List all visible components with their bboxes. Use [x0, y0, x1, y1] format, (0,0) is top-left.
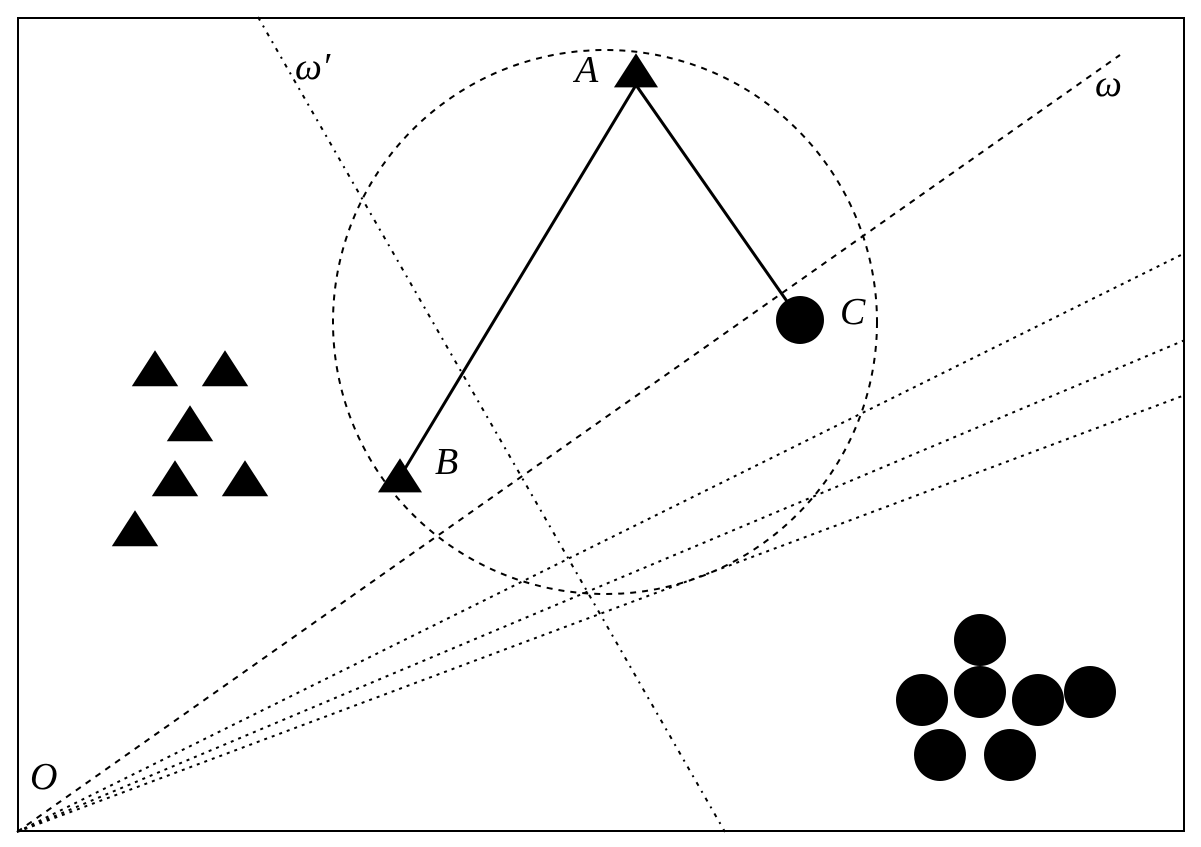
line-omega-prime	[258, 17, 725, 832]
label-B: B	[435, 440, 458, 484]
line-AC	[636, 85, 800, 320]
label-A: A	[575, 48, 598, 92]
label-O: O	[30, 755, 57, 799]
label-omega: ω	[1095, 62, 1122, 106]
triangle-cluster	[112, 350, 268, 546]
key-points	[378, 53, 824, 492]
line-omega	[17, 55, 1120, 832]
line-AB	[400, 85, 636, 477]
label-omega-prime: ω′	[295, 45, 330, 89]
diagram-svg	[0, 0, 1201, 847]
circle-cluster	[896, 614, 1116, 781]
label-C: C	[840, 290, 865, 334]
edges-group	[400, 85, 800, 477]
